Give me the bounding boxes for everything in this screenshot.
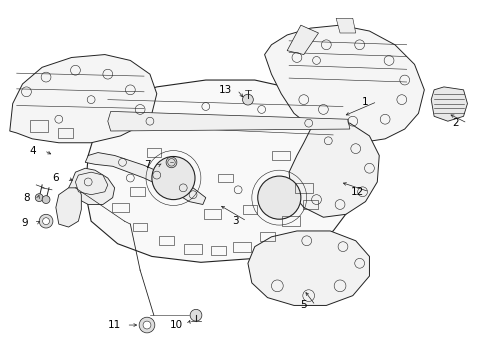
Polygon shape: [68, 168, 114, 204]
Bar: [30, 120, 48, 132]
Polygon shape: [247, 231, 369, 305]
Polygon shape: [85, 153, 205, 204]
Text: 2: 2: [451, 118, 458, 128]
Text: 13: 13: [218, 85, 231, 95]
Polygon shape: [107, 111, 349, 131]
Bar: [203, 210, 221, 219]
Polygon shape: [10, 55, 157, 143]
Text: 8: 8: [23, 193, 30, 203]
Bar: [282, 216, 299, 226]
Circle shape: [42, 218, 49, 225]
Circle shape: [190, 309, 202, 321]
Circle shape: [143, 321, 151, 329]
Bar: [130, 187, 144, 196]
Bar: [303, 200, 317, 209]
Circle shape: [257, 176, 300, 219]
Bar: [159, 237, 174, 245]
Bar: [184, 244, 202, 253]
Text: 10: 10: [169, 320, 183, 330]
Polygon shape: [75, 172, 107, 195]
Bar: [211, 246, 225, 255]
Circle shape: [42, 196, 50, 203]
Circle shape: [242, 94, 253, 105]
Bar: [218, 174, 232, 183]
Polygon shape: [335, 18, 355, 33]
Polygon shape: [430, 87, 467, 121]
Bar: [111, 203, 129, 212]
Bar: [294, 183, 312, 193]
Text: 3: 3: [231, 216, 238, 226]
Bar: [272, 150, 289, 161]
Circle shape: [152, 157, 195, 199]
Text: 12: 12: [350, 187, 364, 197]
Text: 5: 5: [300, 301, 306, 310]
Text: 9: 9: [21, 218, 28, 228]
Polygon shape: [264, 25, 424, 143]
Text: 6: 6: [52, 173, 59, 183]
Text: 1: 1: [362, 96, 368, 107]
Text: 4: 4: [29, 145, 36, 156]
Circle shape: [166, 157, 177, 168]
Text: 11: 11: [108, 320, 121, 330]
Polygon shape: [288, 121, 379, 217]
Circle shape: [139, 317, 155, 333]
Circle shape: [35, 194, 43, 202]
Text: 7: 7: [143, 160, 150, 170]
Bar: [233, 242, 250, 252]
Polygon shape: [286, 25, 318, 55]
Polygon shape: [56, 188, 81, 227]
Bar: [133, 222, 147, 231]
Circle shape: [39, 214, 53, 228]
Bar: [242, 205, 257, 214]
Bar: [260, 233, 274, 241]
Polygon shape: [85, 80, 352, 262]
Bar: [146, 148, 161, 157]
Bar: [58, 128, 73, 138]
